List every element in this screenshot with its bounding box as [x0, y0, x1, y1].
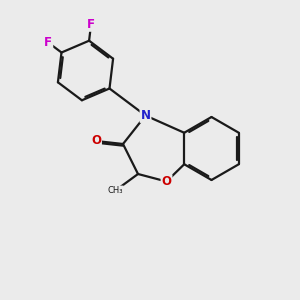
Text: CH₃: CH₃	[108, 186, 123, 195]
Text: O: O	[161, 175, 172, 188]
Text: N: N	[140, 109, 151, 122]
Text: F: F	[87, 18, 95, 31]
Text: O: O	[91, 134, 101, 148]
Text: F: F	[44, 36, 52, 49]
